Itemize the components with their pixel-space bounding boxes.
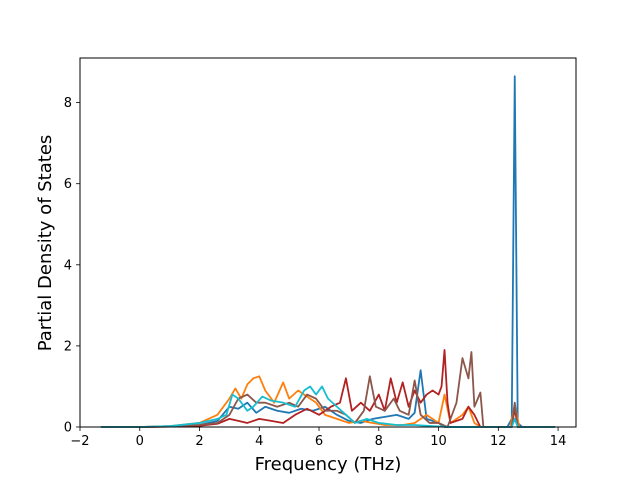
- x-tick-label: 8: [375, 434, 383, 449]
- x-tick-label: 12: [490, 434, 507, 449]
- series-line-4: [100, 351, 556, 428]
- x-tick-label: 10: [430, 434, 447, 449]
- y-tick-label: 0: [64, 421, 72, 436]
- x-axis-label: Frequency (THz): [255, 454, 402, 475]
- y-tick-label: 2: [64, 339, 72, 354]
- y-axis-label: Partial Density of States: [35, 135, 56, 352]
- x-tick-label: 6: [315, 434, 323, 449]
- series-line-5: [100, 385, 556, 428]
- x-tick-label: 4: [255, 434, 263, 449]
- y-axis-ticks: 0 2 4 6 8: [64, 96, 80, 436]
- x-axis-ticks: −2 0 2 4 6 8 10 12 14: [70, 427, 566, 449]
- x-tick-label: 0: [136, 434, 144, 449]
- plot-frame: [79, 57, 577, 428]
- y-tick-label: 6: [64, 177, 72, 192]
- y-tick-label: 8: [64, 96, 72, 111]
- y-tick-label: 4: [64, 258, 72, 273]
- series-line-1: [100, 75, 556, 428]
- x-tick-label: 14: [550, 434, 567, 449]
- series-line-2: [100, 375, 556, 428]
- x-tick-label: −2: [70, 434, 89, 449]
- x-tick-label: 2: [195, 434, 203, 449]
- series-layer: [100, 75, 556, 428]
